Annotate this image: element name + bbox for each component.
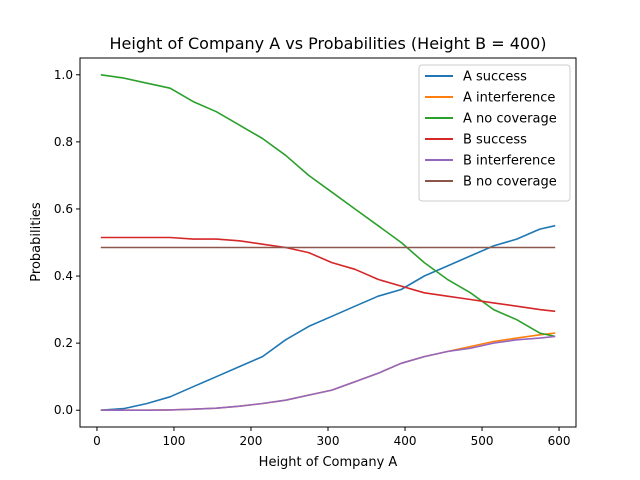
legend-label: A no coverage xyxy=(463,112,557,127)
y-axis-label: Probabilities xyxy=(29,202,44,282)
y-tick-label: 0.0 xyxy=(54,403,73,417)
x-tick-label: 300 xyxy=(317,434,340,448)
legend-box xyxy=(418,64,571,202)
legend: A success A interference A no coverage B su… xyxy=(418,64,571,202)
x-tick-label: 500 xyxy=(471,434,494,448)
x-tick-label: 200 xyxy=(240,434,263,448)
legend-label: A interference xyxy=(463,91,555,106)
y-axis: 0.0 0.2 0.4 0.6 0.8 1.0 xyxy=(54,68,80,417)
chart-title: Height of Company A vs Probabilities (He… xyxy=(110,34,547,53)
series-line-a-no-coverage xyxy=(100,74,556,338)
x-axis-label: Height of Company A xyxy=(259,455,398,470)
x-tick-label: 0 xyxy=(93,434,101,448)
y-tick-label: 1.0 xyxy=(54,68,73,82)
legend-label: A success xyxy=(463,70,527,85)
y-tick-label: 0.2 xyxy=(54,336,73,350)
x-axis: 0 100 200 300 400 500 600 xyxy=(93,427,571,448)
legend-label: B success xyxy=(463,133,527,148)
plot-area xyxy=(100,74,556,412)
x-tick-label: 100 xyxy=(163,434,186,448)
y-tick-label: 0.4 xyxy=(54,269,73,283)
series-line-b-success xyxy=(100,236,556,313)
series-line-b-interference xyxy=(100,335,556,412)
legend-label: B no coverage xyxy=(463,175,557,190)
legend-label: B interference xyxy=(463,154,555,169)
y-tick-label: 0.8 xyxy=(54,135,73,149)
x-tick-label: 400 xyxy=(394,434,417,448)
y-tick-label: 0.6 xyxy=(54,202,73,216)
series-line-a-success xyxy=(100,224,556,411)
x-tick-label: 600 xyxy=(548,434,571,448)
